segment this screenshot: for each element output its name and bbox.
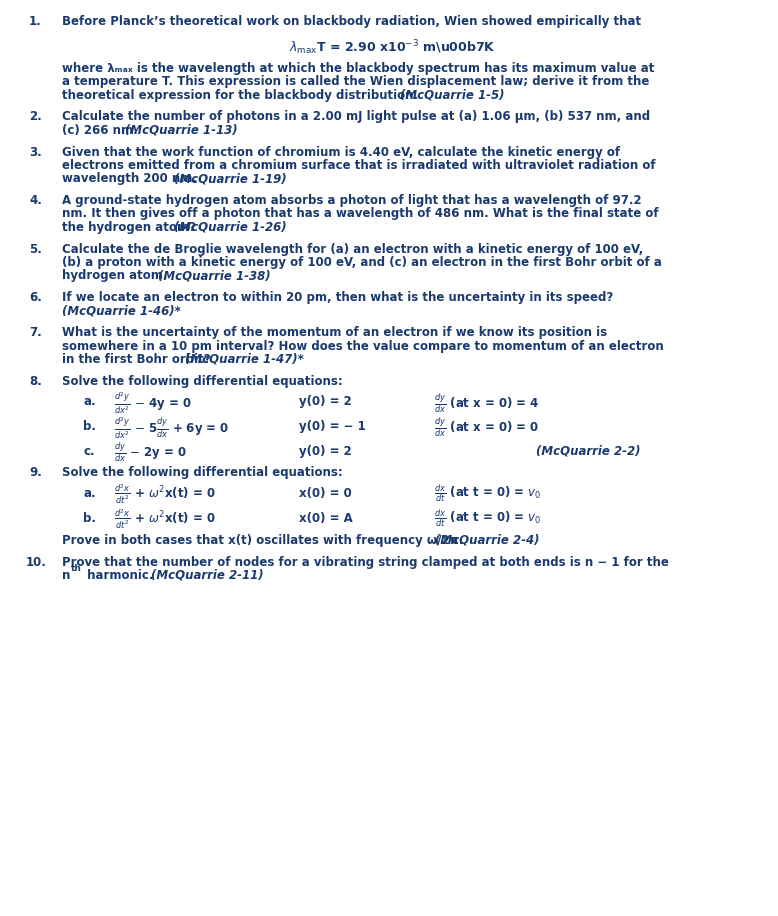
Text: Solve the following differential equations:: Solve the following differential equatio… (62, 375, 343, 387)
Text: 5.: 5. (29, 243, 42, 256)
Text: c.: c. (83, 444, 95, 458)
Text: n: n (62, 569, 71, 582)
Text: If we locate an electron to within 20 pm, then what is the uncertainty in its sp: If we locate an electron to within 20 pm… (62, 291, 614, 304)
Text: (McQuarrie 1-5): (McQuarrie 1-5) (400, 89, 504, 102)
Text: y(0) = 2: y(0) = 2 (299, 444, 352, 458)
Text: 7.: 7. (29, 326, 42, 339)
Text: a temperature T. This expression is called the Wien displacement law; derive it : a temperature T. This expression is call… (62, 75, 650, 88)
Text: (McQuarrie 1-13): (McQuarrie 1-13) (125, 124, 237, 136)
Text: $\frac{dy}{dx}$ (at x = 0) = 4: $\frac{dy}{dx}$ (at x = 0) = 4 (434, 391, 540, 415)
Text: a.: a. (83, 396, 96, 409)
Text: Calculate the number of photons in a 2.00 mJ light pulse at (a) 1.06 μm, (b) 537: Calculate the number of photons in a 2.0… (62, 111, 650, 124)
Text: nm. It then gives off a photon that has a wavelength of 486 nm. What is the fina: nm. It then gives off a photon that has … (62, 207, 659, 221)
Text: where λₘₐₓ is the wavelength at which the blackbody spectrum has its maximum val: where λₘₐₓ is the wavelength at which th… (62, 62, 655, 75)
Text: 3.: 3. (29, 146, 42, 158)
Text: (McQuarrie 2-2): (McQuarrie 2-2) (536, 444, 641, 458)
Text: 9.: 9. (29, 466, 42, 479)
Text: $\frac{d^2y}{dx^2}$ $-$ 5$\frac{dy}{dx}$ + 6y = 0: $\frac{d^2y}{dx^2}$ $-$ 5$\frac{dy}{dx}$… (114, 416, 229, 441)
Text: electrons emitted from a chromium surface that is irradiated with ultraviolet ra: electrons emitted from a chromium surfac… (62, 159, 656, 172)
Text: harmonic.: harmonic. (83, 569, 158, 582)
Text: y(0) = 2: y(0) = 2 (299, 396, 352, 409)
Text: Given that the work function of chromium is 4.40 eV, calculate the kinetic energ: Given that the work function of chromium… (62, 146, 621, 158)
Text: A ground-state hydrogen atom absorbs a photon of light that has a wavelength of : A ground-state hydrogen atom absorbs a p… (62, 194, 642, 207)
Text: 8.: 8. (29, 375, 42, 387)
Text: th: th (71, 564, 82, 573)
Text: wavelength 200 nm.: wavelength 200 nm. (62, 172, 202, 185)
Text: (McQuarrie 2-4): (McQuarrie 2-4) (435, 534, 540, 547)
Text: 10.: 10. (26, 555, 46, 569)
Text: (McQuarrie 1-19): (McQuarrie 1-19) (174, 172, 286, 185)
Text: $\frac{d^2x}{dt^2}$ + $\omega^2$x(t) = 0: $\frac{d^2x}{dt^2}$ + $\omega^2$x(t) = 0 (114, 483, 216, 506)
Text: (b) a proton with a kinetic energy of 100 eV, and (c) an electron in the first B: (b) a proton with a kinetic energy of 10… (62, 256, 662, 269)
Text: $\frac{dy}{dx}$ $-$ 2y = 0: $\frac{dy}{dx}$ $-$ 2y = 0 (114, 440, 187, 463)
Text: (McQuarrie 1-47)*: (McQuarrie 1-47)* (185, 353, 304, 365)
Text: $\frac{dy}{dx}$ (at x = 0) = 0: $\frac{dy}{dx}$ (at x = 0) = 0 (434, 416, 540, 440)
Text: b.: b. (83, 420, 96, 433)
Text: Prove in both cases that x(t) oscillates with frequency ω/2π.: Prove in both cases that x(t) oscillates… (62, 534, 468, 547)
Text: in the first Bohr orbit?: in the first Bohr orbit? (62, 353, 215, 365)
Text: 2.: 2. (29, 111, 42, 124)
Text: (McQuarrie 1-46)*: (McQuarrie 1-46)* (62, 304, 181, 318)
Text: (McQuarrie 1-26): (McQuarrie 1-26) (174, 221, 286, 234)
Text: 1.: 1. (29, 16, 42, 28)
Text: x(0) = 0: x(0) = 0 (299, 487, 352, 500)
Text: a.: a. (83, 487, 96, 500)
Text: (c) 266 nm.: (c) 266 nm. (62, 124, 142, 136)
Text: 4.: 4. (29, 194, 42, 207)
Text: Before Planck’s theoretical work on blackbody radiation, Wien showed empirically: Before Planck’s theoretical work on blac… (62, 16, 642, 28)
Text: 6.: 6. (29, 291, 42, 304)
Text: the hydrogen atom?: the hydrogen atom? (62, 221, 201, 234)
Text: hydrogen atom.: hydrogen atom. (62, 269, 172, 282)
Text: $\frac{d^2x}{dt^2}$ + $\omega^2$x(t) = 0: $\frac{d^2x}{dt^2}$ + $\omega^2$x(t) = 0 (114, 507, 216, 530)
Text: $\lambda_\mathrm{max}$T = 2.90 x10$^{-3}$ m\u00b7K: $\lambda_\mathrm{max}$T = 2.90 x10$^{-3}… (289, 38, 496, 57)
Text: $\frac{d^2y}{dx^2}$ $-$ 4y = 0: $\frac{d^2y}{dx^2}$ $-$ 4y = 0 (114, 391, 191, 417)
Text: Calculate the de Broglie wavelength for (a) an electron with a kinetic energy of: Calculate the de Broglie wavelength for … (62, 243, 643, 256)
Text: y(0) = − 1: y(0) = − 1 (299, 420, 366, 433)
Text: Prove that the number of nodes for a vibrating string clamped at both ends is n : Prove that the number of nodes for a vib… (62, 555, 669, 569)
Text: somewhere in a 10 pm interval? How does the value compare to momentum of an elec: somewhere in a 10 pm interval? How does … (62, 340, 664, 353)
Text: (McQuarrie 2-11): (McQuarrie 2-11) (152, 569, 264, 582)
Text: b.: b. (83, 512, 96, 525)
Text: Solve the following differential equations:: Solve the following differential equatio… (62, 466, 343, 479)
Text: $\frac{dx}{dt}$ (at t = 0) = $v_0$: $\frac{dx}{dt}$ (at t = 0) = $v_0$ (434, 483, 541, 505)
Text: $\frac{dx}{dt}$ (at t = 0) = $v_0$: $\frac{dx}{dt}$ (at t = 0) = $v_0$ (434, 507, 541, 529)
Text: x(0) = A: x(0) = A (299, 512, 352, 525)
Text: What is the uncertainty of the momentum of an electron if we know its position i: What is the uncertainty of the momentum … (62, 326, 608, 339)
Text: (McQuarrie 1-38): (McQuarrie 1-38) (158, 269, 271, 282)
Text: theoretical expression for the blackbody distribution.: theoretical expression for the blackbody… (62, 89, 422, 102)
